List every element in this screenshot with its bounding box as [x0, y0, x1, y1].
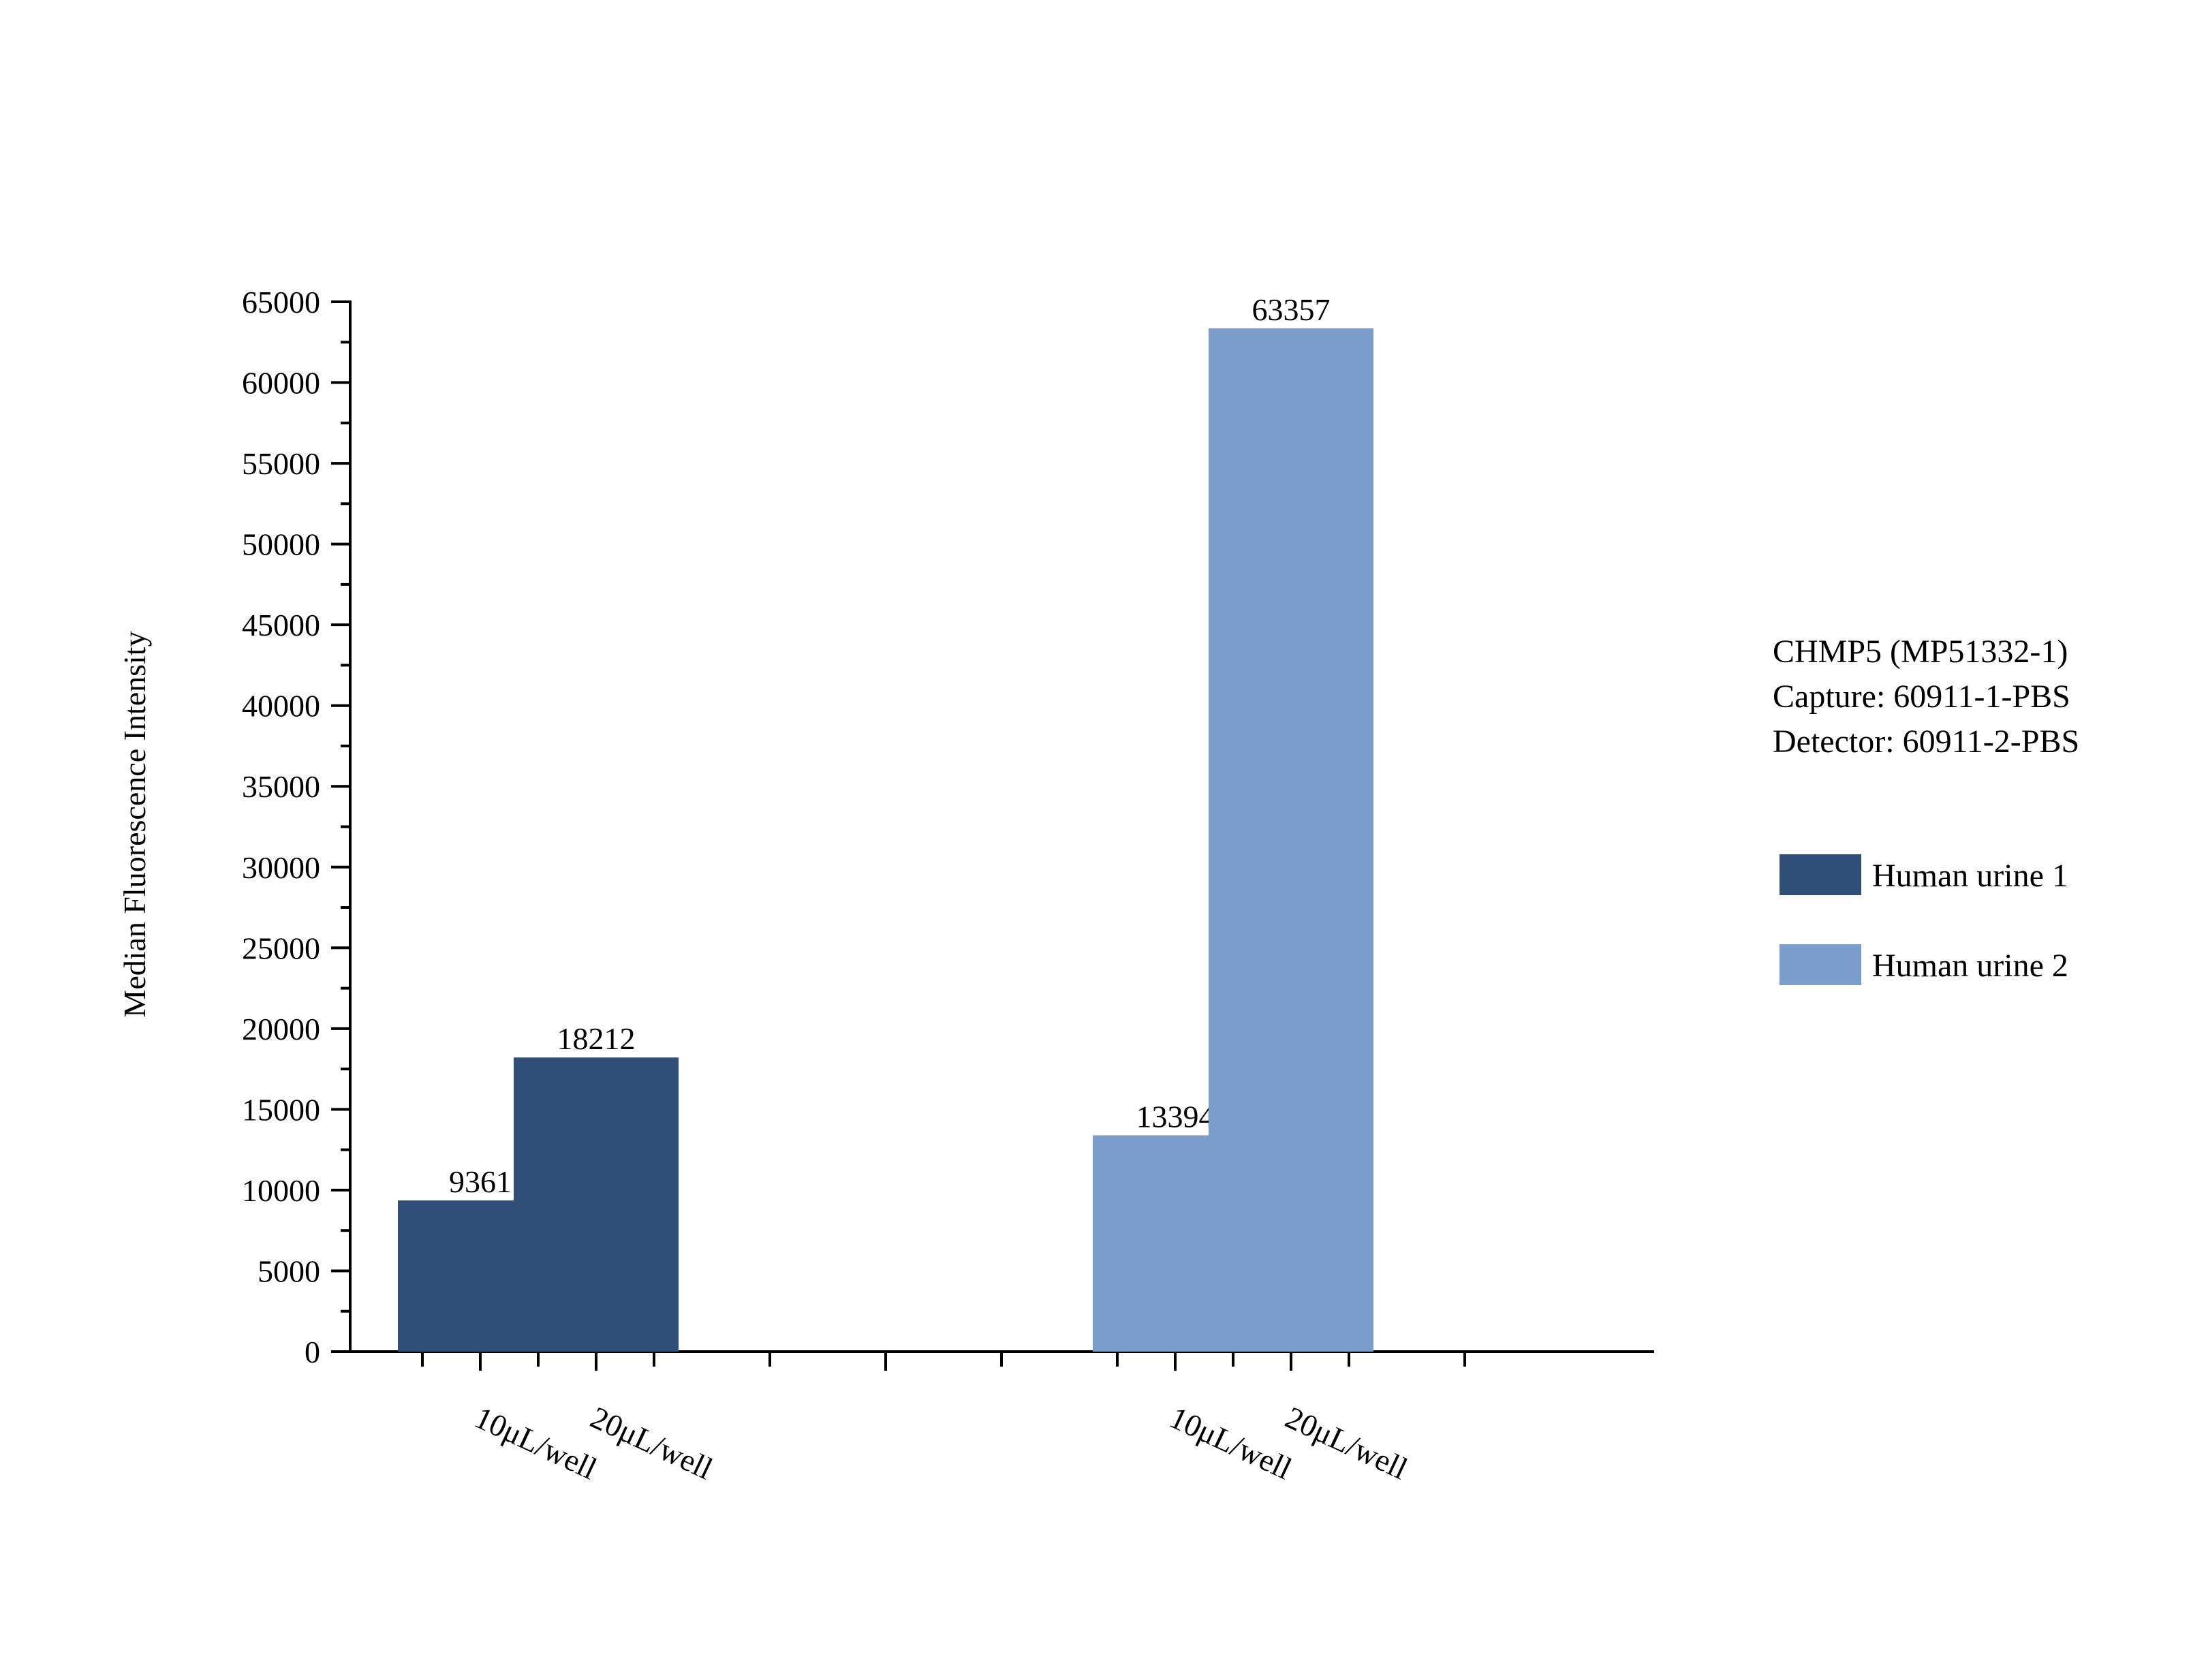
bars: 9361 18212 13394 63357 [398, 292, 1373, 1352]
y-tick-label: 40000 [242, 689, 320, 724]
y-tick-label: 60000 [242, 366, 320, 401]
legend: Human urine 1 Human urine 2 [1780, 854, 2068, 985]
annotation-line-1: CHMP5 (MP51332-1) [1773, 634, 2068, 670]
legend-label-1: Human urine 1 [1872, 858, 2068, 894]
y-tick-label: 5000 [258, 1254, 320, 1288]
y-tick-label: 25000 [242, 931, 320, 965]
y-tick-label: 20000 [242, 1012, 320, 1046]
y-tick-label: 10000 [242, 1173, 320, 1208]
y-axis: 0 5000 10000 15000 20000 25000 30000 35000 40000… [242, 285, 352, 1369]
y-tick-label: 15000 [242, 1092, 320, 1127]
x-tick-label: 20μL/well [585, 1400, 717, 1487]
annotation-line-2: Capture: 60911-1-PBS [1773, 679, 2070, 715]
bar-2-2 [1209, 328, 1373, 1352]
bar-value-label: 63357 [1252, 292, 1331, 327]
y-tick-label: 50000 [242, 527, 320, 562]
x-tick-label: 10μL/well [1164, 1400, 1296, 1487]
annotation-line-3: Detector: 60911-2-PBS [1773, 724, 2079, 760]
x-tick-label: 10μL/well [469, 1400, 602, 1487]
bar-value-label: 18212 [557, 1021, 636, 1056]
y-tick-label: 65000 [242, 285, 320, 320]
legend-swatch-2 [1780, 944, 1861, 985]
y-tick-label: 55000 [242, 446, 320, 481]
legend-label-2: Human urine 2 [1872, 948, 2068, 984]
y-axis-title: Median Fluorescence Intensity [117, 631, 152, 1017]
x-tick-label: 20μL/well [1280, 1400, 1412, 1487]
chart-annotation: CHMP5 (MP51332-1) Capture: 60911-1-PBS D… [1773, 634, 2079, 760]
y-tick-label: 30000 [242, 850, 320, 885]
bar-1-2 [514, 1057, 679, 1352]
y-tick-label: 0 [305, 1335, 320, 1369]
bar-value-label: 13394 [1136, 1099, 1215, 1134]
y-tick-label: 35000 [242, 769, 320, 804]
y-tick-label: 45000 [242, 608, 320, 642]
bar-value-label: 9361 [449, 1164, 512, 1199]
legend-swatch-1 [1780, 854, 1861, 895]
